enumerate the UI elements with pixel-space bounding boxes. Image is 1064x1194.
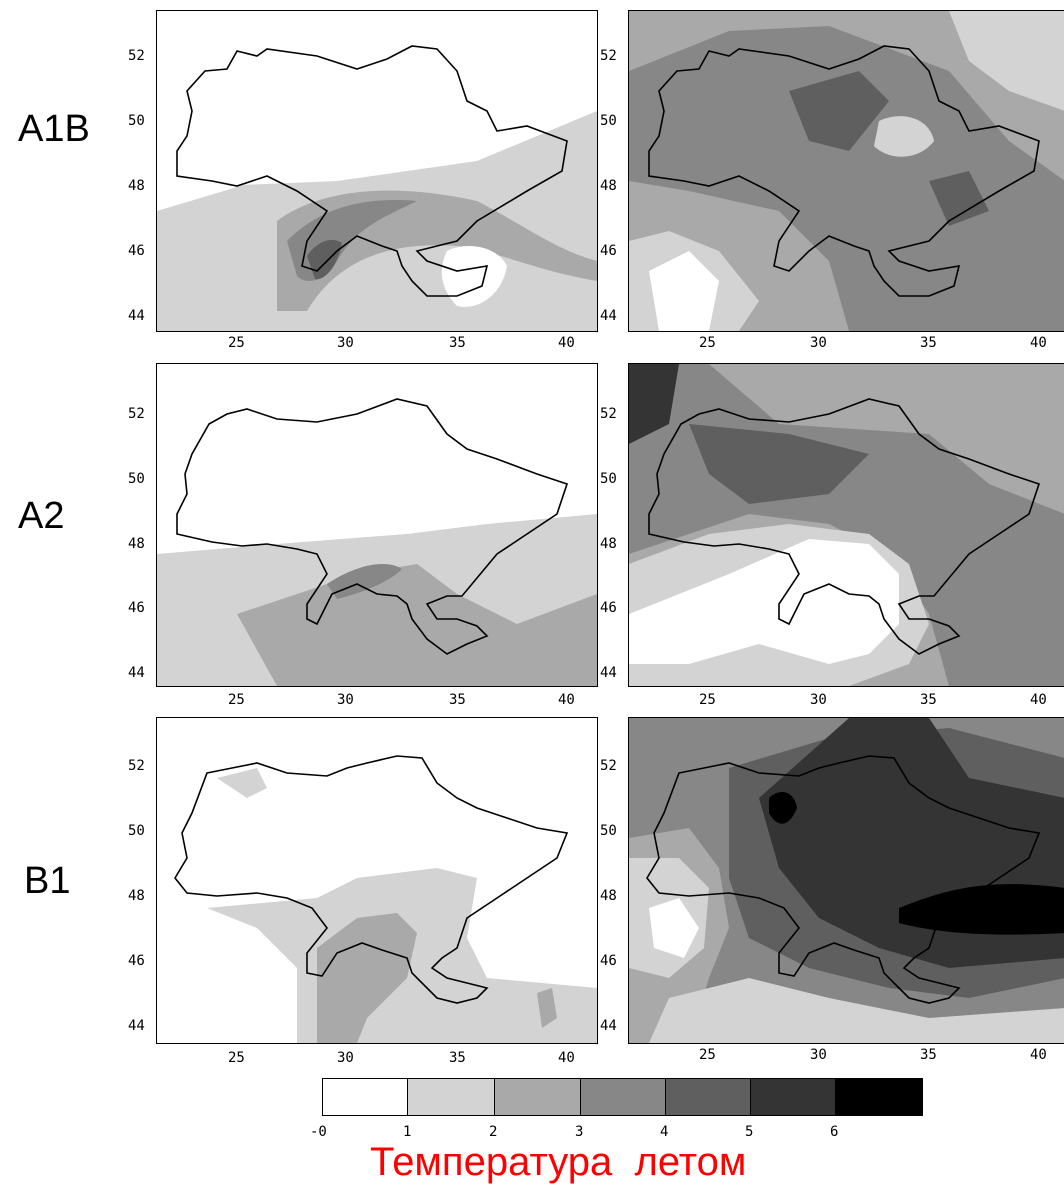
lat-tick: 52 xyxy=(128,48,145,64)
lat-tick: 52 xyxy=(600,48,617,64)
lon-tick: 30 xyxy=(810,692,827,708)
lat-tick: 44 xyxy=(128,308,145,324)
lon-tick: 40 xyxy=(1030,1047,1047,1063)
lon-tick: 40 xyxy=(558,692,575,708)
lon-tick: 35 xyxy=(920,335,937,351)
legend-color-4 xyxy=(665,1078,751,1116)
legend-color-3 xyxy=(580,1078,666,1116)
lat-tick: 46 xyxy=(128,243,145,259)
lon-tick: 25 xyxy=(228,692,245,708)
map-panel-a2-right xyxy=(628,363,1064,687)
legend-color-1 xyxy=(407,1078,495,1116)
lon-tick: 40 xyxy=(1030,692,1047,708)
legend-tick: 2 xyxy=(489,1124,498,1140)
lat-tick: 46 xyxy=(600,243,617,259)
lon-tick: 30 xyxy=(810,1047,827,1063)
map-panel-a1b-left xyxy=(156,10,598,332)
lon-tick: 25 xyxy=(228,335,245,351)
lat-tick: 48 xyxy=(128,888,145,904)
row-label-b1: B1 xyxy=(24,860,71,902)
lat-tick: 50 xyxy=(128,471,145,487)
legend-tick: 4 xyxy=(660,1124,669,1140)
lat-tick: 52 xyxy=(600,758,617,774)
lat-tick: 44 xyxy=(600,1018,617,1034)
lon-tick: 35 xyxy=(920,692,937,708)
map-panel-b1-right xyxy=(628,717,1064,1044)
lat-tick: 44 xyxy=(600,308,617,324)
row-label-a1b: A1B xyxy=(18,108,90,150)
lat-tick: 48 xyxy=(600,536,617,552)
legend-color-5 xyxy=(750,1078,836,1116)
lon-tick: 35 xyxy=(449,335,466,351)
lat-tick: 52 xyxy=(128,758,145,774)
lon-tick: 30 xyxy=(337,1050,354,1066)
lon-tick: 40 xyxy=(558,1050,575,1066)
legend-tick: 5 xyxy=(745,1124,754,1140)
lon-tick: 35 xyxy=(449,1050,466,1066)
map-panel-a1b-right xyxy=(628,10,1064,332)
map-panel-a2-left xyxy=(156,363,598,687)
lat-tick: 50 xyxy=(128,823,145,839)
lon-tick: 35 xyxy=(449,692,466,708)
row-label-a2: A2 xyxy=(18,495,65,537)
lon-tick: 30 xyxy=(810,335,827,351)
lat-tick: 52 xyxy=(600,406,617,422)
lat-tick: 48 xyxy=(128,536,145,552)
legend-color-0 xyxy=(322,1078,408,1116)
lat-tick: 48 xyxy=(128,178,145,194)
lat-tick: 50 xyxy=(600,823,617,839)
lat-tick: 46 xyxy=(600,953,617,969)
lat-tick: 44 xyxy=(128,665,145,681)
lat-tick: 52 xyxy=(128,406,145,422)
lon-tick: 35 xyxy=(920,1047,937,1063)
lat-tick: 46 xyxy=(600,600,617,616)
lon-tick: 30 xyxy=(337,335,354,351)
lon-tick: 30 xyxy=(337,692,354,708)
map-panel-b1-left xyxy=(156,717,598,1044)
lat-tick: 46 xyxy=(128,600,145,616)
legend-color-2 xyxy=(494,1078,581,1116)
legend-tick: -0 xyxy=(310,1124,327,1140)
lon-tick: 40 xyxy=(558,335,575,351)
lon-tick: 40 xyxy=(1030,335,1047,351)
lat-tick: 48 xyxy=(600,178,617,194)
lon-tick: 25 xyxy=(699,692,716,708)
lat-tick: 44 xyxy=(128,1018,145,1034)
legend-tick: 6 xyxy=(830,1124,839,1140)
legend-color-6 xyxy=(835,1078,923,1116)
lat-tick: 44 xyxy=(600,665,617,681)
lon-tick: 25 xyxy=(228,1050,245,1066)
lat-tick: 50 xyxy=(600,113,617,129)
lat-tick: 48 xyxy=(600,888,617,904)
lon-tick: 25 xyxy=(699,335,716,351)
legend-caption: Температура летом xyxy=(370,1140,747,1184)
legend-tick: 3 xyxy=(575,1124,584,1140)
lat-tick: 50 xyxy=(600,471,617,487)
legend-tick: 1 xyxy=(403,1124,412,1140)
lat-tick: 46 xyxy=(128,953,145,969)
lon-tick: 25 xyxy=(699,1047,716,1063)
lat-tick: 50 xyxy=(128,113,145,129)
